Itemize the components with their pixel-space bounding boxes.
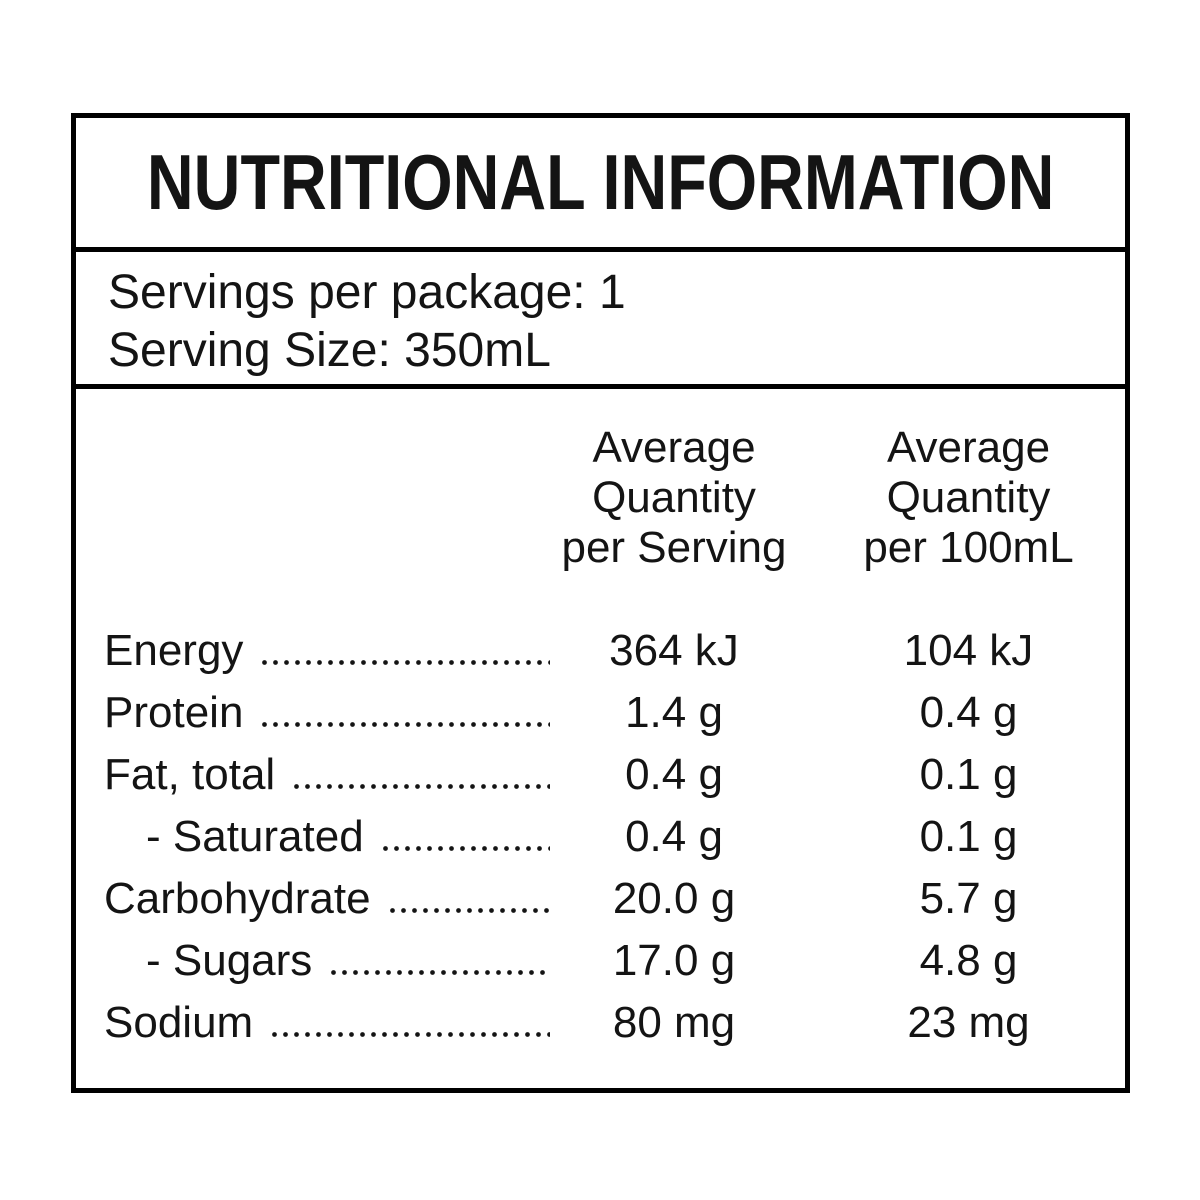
nutrient-label: Energy — [104, 626, 244, 675]
nutrition-label: NUTRITIONAL INFORMATION Servings per pac… — [71, 113, 1130, 1093]
value-per-serving: 0.4 g — [625, 750, 723, 799]
nutrient-label: - Sugars — [146, 936, 313, 985]
nutrient-label: Protein — [104, 688, 244, 737]
dotted-leader — [259, 722, 550, 727]
value-per-serving: 364 kJ — [609, 626, 739, 675]
dotted-leader — [328, 970, 550, 975]
value-per-100ml: 23 mg — [907, 998, 1030, 1047]
value-per-100ml: 0.4 g — [919, 688, 1018, 737]
dotted-leader — [259, 660, 550, 665]
value-per-100ml: 0.1 g — [919, 750, 1018, 799]
column-header-per-serving: Average Quantity per Serving — [554, 423, 794, 573]
table-row-fat-total: Fat, total 0.4 g 0.1 g — [104, 744, 1125, 806]
table-row-sugars: - Sugars 17.0 g 4.8 g — [104, 930, 1125, 992]
value-per-100ml: 0.1 g — [919, 812, 1018, 861]
dotted-leader — [269, 1032, 550, 1037]
dotted-leader — [291, 784, 550, 789]
header-line: per 100mL — [863, 523, 1074, 572]
table-row-protein: Protein 1.4 g 0.4 g — [104, 682, 1125, 744]
value-per-100ml: 4.8 g — [919, 936, 1018, 985]
servings-per-package: Servings per package: 1 — [108, 266, 626, 319]
serving-size: Serving Size: 350mL — [108, 324, 551, 377]
table-row-carbohydrate: Carbohydrate 20.0 g 5.7 g — [104, 868, 1125, 930]
dotted-leader — [386, 908, 550, 913]
title-section: NUTRITIONAL INFORMATION — [76, 118, 1125, 252]
nutrition-table-section: Average Quantity per Serving Average Qua… — [76, 389, 1125, 1088]
page-title: NUTRITIONAL INFORMATION — [146, 138, 1055, 226]
label-column-spacer — [104, 423, 554, 573]
nutrient-label: Sodium — [104, 998, 254, 1047]
value-per-100ml: 104 kJ — [903, 626, 1034, 675]
nutrient-label: Carbohydrate — [104, 874, 371, 923]
value-per-100ml: 5.7 g — [919, 874, 1018, 923]
dotted-leader — [379, 846, 550, 851]
nutrient-label: Fat, total — [104, 750, 276, 799]
header-line: Average — [592, 423, 756, 472]
table-row-saturated: - Saturated 0.4 g 0.1 g — [104, 806, 1125, 868]
header-line: per Serving — [561, 523, 787, 572]
value-per-serving: 20.0 g — [612, 874, 736, 923]
servings-section: Servings per package: 1 Serving Size: 35… — [76, 252, 1125, 389]
header-line: Quantity — [886, 473, 1051, 522]
header-line: Average — [886, 423, 1051, 472]
value-per-serving: 0.4 g — [625, 812, 723, 861]
column-header-per-100ml: Average Quantity per 100mL — [812, 423, 1125, 573]
value-per-serving: 80 mg — [612, 998, 736, 1047]
value-per-serving: 17.0 g — [612, 936, 736, 985]
nutrient-rows: Energy 364 kJ 104 kJ Protein 1.4 g 0.4 g… — [104, 620, 1125, 1054]
table-row-sodium: Sodium 80 mg 23 mg — [104, 992, 1125, 1054]
header-line: Quantity — [592, 473, 756, 522]
table-row-energy: Energy 364 kJ 104 kJ — [104, 620, 1125, 682]
nutrient-label: - Saturated — [146, 812, 364, 861]
column-headers: Average Quantity per Serving Average Qua… — [104, 423, 1125, 573]
value-per-serving: 1.4 g — [625, 688, 723, 737]
